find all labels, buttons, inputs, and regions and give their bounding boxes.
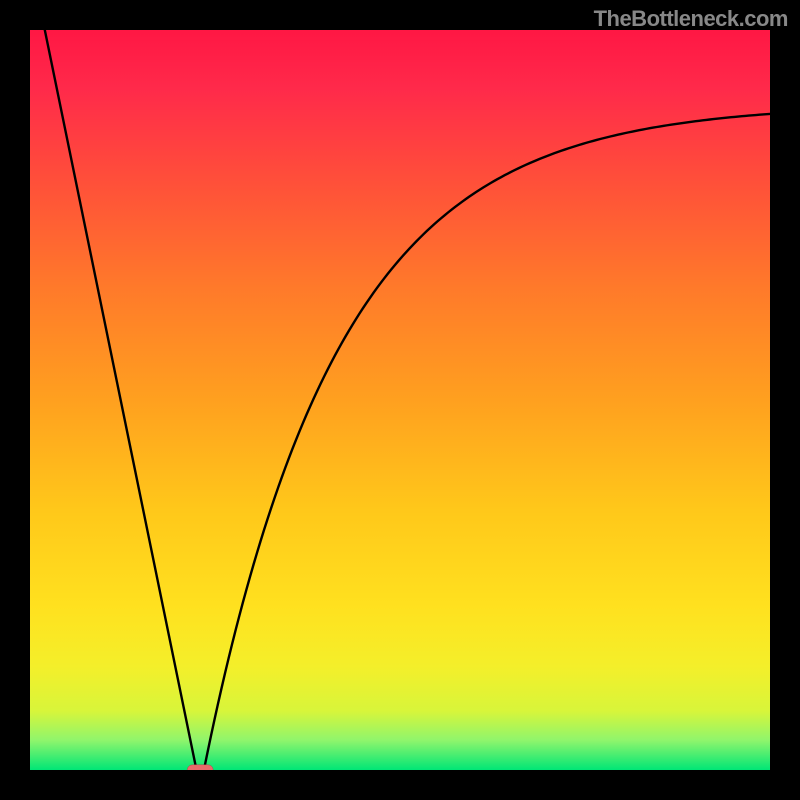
- gradient-background: [30, 30, 770, 770]
- frame: [0, 770, 800, 800]
- chart-wrapper: TheBottleneck.com: [0, 0, 800, 800]
- frame: [0, 0, 30, 800]
- watermark-text: TheBottleneck.com: [594, 6, 788, 32]
- frame: [770, 0, 800, 800]
- bottleneck-chart: [0, 0, 800, 800]
